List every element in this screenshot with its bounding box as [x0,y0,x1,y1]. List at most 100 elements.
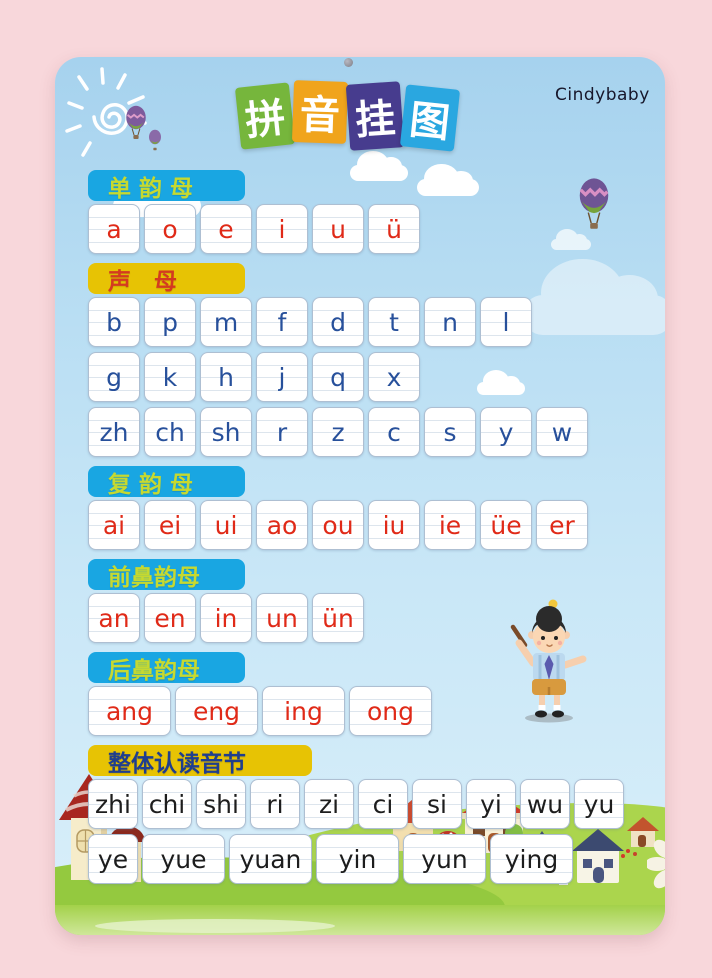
pinyin-letter: eng [192,696,241,726]
pinyin-card-eng: eng [175,686,258,736]
card-row: ang eng ing ong [88,686,624,736]
pinyin-letter: yin [338,844,377,874]
title-tile-purple: 挂 [345,81,405,151]
pinyin-letter: t [389,307,399,337]
pinyin-letter: chi [148,789,186,819]
pinyin-letter: ou [322,510,354,540]
section-header-zhengti-rendu-yinjie: 整体认读音节 [88,745,312,777]
pinyin-letter: h [218,362,234,392]
pinyin-card-ao: ao [256,500,308,550]
pinyin-letter: ao [266,510,298,540]
pinyin-letter: a [106,214,122,244]
pinyin-letter: o [162,214,178,244]
daisy-flower-icon [645,833,665,899]
pinyin-card-r: r [256,407,308,457]
pinyin-letter: yun [421,844,468,874]
pinyin-card-x: x [368,352,420,402]
pinyin-letter: g [106,362,122,392]
pinyin-card-ci: ci [358,779,408,829]
pinyin-card-chi: chi [142,779,192,829]
pinyin-card-q: q [312,352,364,402]
pinyin-letter: y [498,417,514,447]
section-qianbi-yunmu: 前鼻韵母 an en in un ün [88,559,624,643]
pinyin-letter: un [266,603,298,633]
title-tile-green: 拼 [234,82,296,150]
pinyin-letter: k [162,362,178,392]
pinyin-card-h: h [200,352,252,402]
pinyin-letter: ü [386,214,402,244]
pinyin-card-sh: sh [200,407,252,457]
section-houbi-yunmu: 后鼻韵母 ang eng ing ong [88,652,624,736]
pinyin-card-p: p [144,297,196,347]
pinyin-card-y: y [480,407,532,457]
pinyin-letter: w [551,417,573,447]
pinyin-card-n: n [424,297,476,347]
cloud-icon [350,150,408,181]
pinyin-letter: ri [266,789,284,819]
pinyin-card-a: a [88,204,140,254]
pinyin-card-yin: yin [316,834,399,884]
pinyin-card-j: j [256,352,308,402]
pinyin-letter: en [154,603,186,633]
pinyin-card-l: l [480,297,532,347]
pinyin-letter: yi [480,789,502,819]
pinyin-card-er: er [536,500,588,550]
pinyin-letter: iu [382,510,406,540]
pinyin-card-ui: ui [200,500,252,550]
pinyin-letter: n [442,307,458,337]
hot-air-balloon-icon [575,177,613,233]
pinyin-letter: ei [158,510,182,540]
pinyin-card-shi: shi [196,779,246,829]
pinyin-wall-chart: 拼 音 挂 图 Cindybaby [55,57,665,935]
pinyin-card-ou: ou [312,500,364,550]
pinyin-card-un: un [256,593,308,643]
pinyin-letter: m [213,307,239,337]
card-row: an en in un ün [88,593,624,643]
pinyin-letter: an [98,603,130,633]
section-header-shengmu: 声 母 [88,263,245,295]
pinyin-card-b: b [88,297,140,347]
pinyin-letter: ye [97,844,129,874]
pinyin-card-o: o [144,204,196,254]
pinyin-letter: zhi [95,789,131,819]
pinyin-letter: ying [504,844,559,874]
cartoon-boy-icon [503,597,598,731]
pinyin-letter: ie [438,510,462,540]
pinyin-card-zh: zh [88,407,140,457]
pinyin-letter: ui [214,510,238,540]
hot-air-balloon-icon [123,105,149,143]
brand-logo-text: Cindybaby [555,85,650,105]
section-zhengti-rendu-yinjie: 整体认读音节 zhi chi shi ri zi ci si yi wu yu ye yue yuan yi… [88,745,624,884]
pinyin-letter: ing [284,696,323,726]
wall-pin-icon [344,58,353,67]
pinyin-card-ye: ye [88,834,138,884]
pinyin-card-t: t [368,297,420,347]
pinyin-card-f: f [256,297,308,347]
cloud-icon [477,370,525,395]
pinyin-letter: zi [318,789,340,819]
pinyin-letter: üe [490,510,522,540]
cloud-icon [551,229,591,250]
pinyin-letter: ci [372,789,394,819]
card-row: zhi chi shi ri zi ci si yi wu yu [88,779,624,829]
card-row: ye yue yuan yin yun ying [88,834,624,884]
pinyin-card-c: c [368,407,420,457]
pinyin-card-ong: ong [349,686,432,736]
pinyin-letter: e [218,214,234,244]
pinyin-letter: r [276,417,288,447]
section-dan-yunmu: 单 韵 母 a o e i u ü [88,170,624,254]
pinyin-letter: yu [583,789,615,819]
pinyin-letter: si [427,789,447,819]
pinyin-card-zi: zi [304,779,354,829]
pinyin-letter: j [278,362,286,392]
pinyin-letter: f [277,307,287,337]
pinyin-letter: q [330,362,346,392]
pinyin-card-yi: yi [466,779,516,829]
section-fu-yunmu: 复 韵 母 ai ei ui ao ou iu ie üe er [88,466,624,550]
pinyin-letter: p [162,307,178,337]
title-tile-orange: 音 [291,80,349,144]
pinyin-card-ün: ün [312,593,364,643]
